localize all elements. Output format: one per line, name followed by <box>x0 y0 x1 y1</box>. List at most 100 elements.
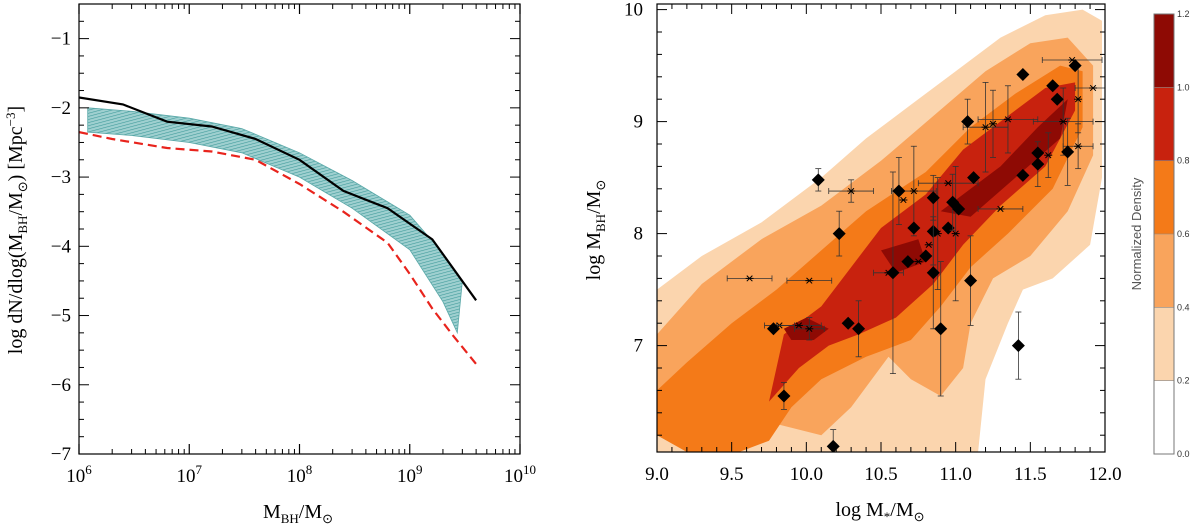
dashed-line-series <box>79 131 477 365</box>
diamond-point <box>907 221 921 235</box>
colorbar: 0.0 0.2 0.4 0.6 0.8 1.0 1.2 Normalized Density <box>1129 9 1190 459</box>
diamond-point <box>941 221 955 235</box>
right-ticks-layer <box>656 4 1106 452</box>
right-points-layer <box>726 56 1105 452</box>
left-lines-layer <box>79 96 477 365</box>
diamond-point <box>1046 79 1060 93</box>
right-x-tick-label: 11.5 <box>1014 464 1047 485</box>
band-series <box>87 107 463 335</box>
diamond-point <box>1016 168 1030 182</box>
left-chart: 106 107 108 109 1010 −7 −6 −5 −4 −3 −2 −1 MBH/M⊙ l… <box>3 3 536 526</box>
left-y-tick-label: −5 <box>51 306 71 327</box>
star-point <box>805 325 814 332</box>
left-band-layer <box>87 107 463 335</box>
left-y-tick-label: −2 <box>51 98 71 119</box>
diamond-point <box>1050 92 1064 106</box>
diamond-point <box>1016 68 1030 82</box>
colorbar-block <box>1154 87 1174 161</box>
diamond-point <box>1011 339 1025 353</box>
right-x-tick-label: 9.0 <box>645 464 669 485</box>
diamond-point <box>961 115 975 129</box>
right-y-tick-label: 8 <box>634 224 644 245</box>
left-x-tick-label: 1010 <box>504 462 536 487</box>
right-y-tick-label: 10 <box>624 0 643 21</box>
left-plot-frame <box>78 3 521 455</box>
left-x-tick-label: 108 <box>287 462 313 487</box>
star-point <box>1044 152 1053 159</box>
star-point <box>1074 143 1083 150</box>
star-point <box>847 187 856 195</box>
diamond-point <box>926 266 940 280</box>
right-x-tick-label: 11.0 <box>939 464 972 485</box>
density-contour <box>881 239 926 273</box>
colorbar-blocks <box>1154 14 1174 454</box>
left-y-tick-label: −6 <box>51 375 71 396</box>
diamond-point <box>934 322 948 336</box>
left-y-tick-labels: −7 −6 −5 −4 −3 −2 −1 <box>51 29 72 465</box>
star-point <box>981 124 990 131</box>
star-point <box>1003 116 1012 123</box>
diamond-point <box>967 171 981 185</box>
right-y-tick-labels: 7 8 9 10 <box>624 0 643 357</box>
star-point <box>1059 118 1068 125</box>
colorbar-tick-label: 1.0 <box>1177 82 1190 92</box>
left-y-tick-label: −7 <box>51 444 71 465</box>
diamond-point <box>766 322 780 336</box>
right-y-tick-label: 7 <box>634 336 644 357</box>
right-x-tick-label: 9.5 <box>720 464 744 485</box>
star-point <box>989 120 997 127</box>
diamond-point <box>811 173 825 187</box>
diamond-point <box>777 389 791 403</box>
colorbar-block <box>1154 14 1174 88</box>
colorbar-block <box>1154 380 1174 454</box>
colorbar-labels: 0.0 0.2 0.4 0.6 0.8 1.0 1.2 <box>1177 9 1190 459</box>
colorbar-frame <box>1153 13 1175 455</box>
left-x-axis-label: MBH/M⊙ <box>263 501 333 525</box>
left-y-tick-label: −4 <box>51 236 72 257</box>
colorbar-tick-label: 0.0 <box>1177 449 1190 459</box>
diamond-point <box>1068 59 1082 73</box>
star-point <box>794 322 803 329</box>
right-chart: 9.0 9.5 10.0 10.5 11.0 11.5 12.0 7 8 9 10 log M*/… <box>583 0 1122 524</box>
colorbar-block <box>1154 160 1174 234</box>
left-y-axis-label: log dN/dlog(MBH/M⊙) [Mpc−3] <box>3 106 30 354</box>
colorbar-tick-label: 0.2 <box>1177 376 1190 386</box>
colorbar-tick-label: 0.6 <box>1177 229 1190 239</box>
star-point <box>1074 96 1083 103</box>
left-x-tick-label: 107 <box>177 462 203 487</box>
star-point <box>914 258 923 265</box>
solid-line-series <box>79 96 477 301</box>
star-point <box>996 205 1005 213</box>
colorbar-tick-label: 0.8 <box>1177 156 1190 166</box>
right-x-tick-label: 10.0 <box>790 464 823 485</box>
star-point <box>1089 84 1098 92</box>
left-x-tick-label: 106 <box>66 462 92 487</box>
right-y-tick-label: 9 <box>634 112 644 133</box>
colorbar-block <box>1154 234 1174 308</box>
diamond-point <box>1031 157 1045 171</box>
left-x-tick-labels: 106 107 108 109 1010 <box>66 462 536 487</box>
diamond-point <box>926 191 940 205</box>
colorbar-tick-label: 1.2 <box>1177 9 1190 19</box>
diamond-point <box>852 322 866 336</box>
star-point <box>899 196 908 204</box>
diamond-point <box>841 316 855 330</box>
colorbar-block <box>1154 307 1174 381</box>
star-point <box>951 230 960 237</box>
right-x-tick-label: 10.5 <box>864 464 897 485</box>
star-point <box>805 277 814 284</box>
star-point <box>944 180 953 187</box>
right-x-tick-labels: 9.0 9.5 10.0 10.5 11.0 11.5 12.0 <box>645 464 1122 485</box>
diamond-point <box>886 266 900 280</box>
diamond-point <box>919 249 933 263</box>
diamond-point <box>952 202 966 216</box>
left-y-tick-label: −3 <box>51 167 71 188</box>
diamond-point <box>832 227 846 241</box>
right-contours-layer <box>657 9 1102 452</box>
left-y-tick-label: −1 <box>51 29 71 50</box>
diamond-point <box>892 184 906 198</box>
diamond-point <box>1031 146 1045 160</box>
right-x-axis-label: log M*/M⊙ <box>835 499 924 524</box>
diamond-point <box>964 274 978 288</box>
